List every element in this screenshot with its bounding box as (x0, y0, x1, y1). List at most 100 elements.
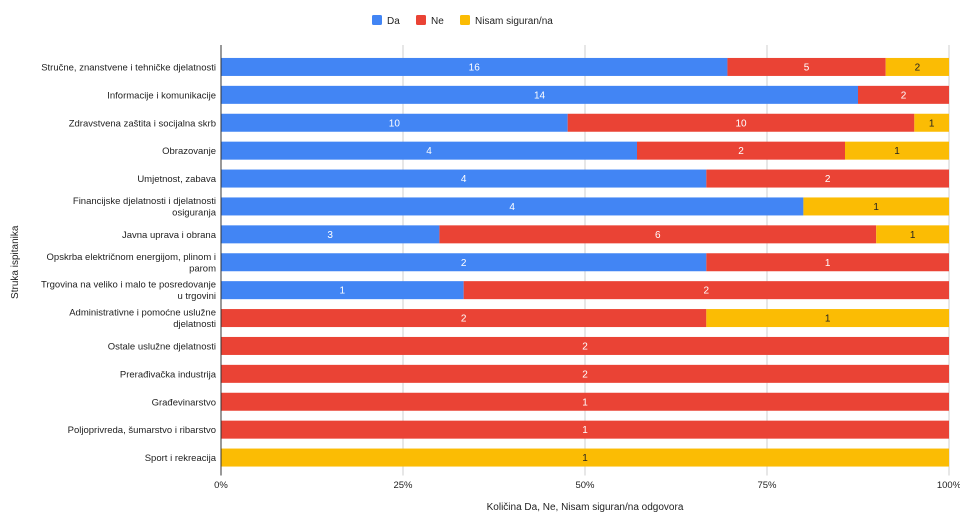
data-label: 10 (735, 118, 747, 129)
bar-row: 16 5 2 (221, 57, 949, 76)
category-label: Umjetnost, zabava (137, 174, 216, 185)
category-label-line: u trgovini (177, 291, 216, 302)
bar-segment-ne (221, 336, 949, 355)
legend-item-1: Da (372, 15, 400, 27)
bar-row: 2 (221, 336, 949, 355)
bar-segment-da (221, 57, 728, 76)
bar-segment-ne (637, 141, 845, 160)
data-label: 1 (340, 286, 346, 297)
category-label: Financijske djelatnosti i djelatnosti osi… (73, 196, 217, 219)
bar-segment-nisam-siguran-na (876, 225, 949, 244)
bar-segment-nisam-siguran-na (221, 448, 949, 467)
data-label: 2 (738, 146, 744, 157)
bar-segment-ne (221, 364, 949, 383)
data-label: 1 (582, 453, 588, 464)
data-label: 1 (873, 202, 879, 213)
bar-segment-nisam-siguran-na (803, 197, 949, 216)
y-axis-title: Struka ispitanika (10, 225, 21, 299)
bar-segment-da (221, 85, 858, 104)
bar-segment-nisam-siguran-na (885, 57, 949, 76)
category-label: Trgovina na veliko i malo te posredovanj… (41, 280, 216, 303)
bar-row: 4 2 1 (221, 141, 949, 160)
bar-segment-nisam-siguran-na (845, 141, 949, 160)
data-label: 2 (915, 62, 921, 73)
legend-swatch (372, 15, 382, 25)
x-tick-label: 100% (937, 480, 960, 491)
category-label: Javna uprava i obrana (122, 230, 217, 241)
bar-segment-da (221, 281, 464, 300)
data-label: 5 (804, 62, 810, 73)
bar-row: 1 (221, 448, 949, 467)
data-label: 2 (582, 369, 588, 380)
bar-row: 10 10 1 (221, 113, 949, 132)
bar-segment-da (221, 197, 804, 216)
legend-label: Nisam siguran/na (475, 16, 553, 27)
bar-segment-nisam-siguran-na (914, 113, 949, 132)
category-label: Administrativne i pomoćne uslužne djelatn… (69, 308, 216, 331)
category-label-line: osiguranja (172, 207, 217, 218)
legend: Da Ne Nisam siguran/na (372, 15, 553, 27)
category-label-line: Trgovina na veliko i malo te posredovanj… (41, 280, 216, 291)
category-label: Sport i rekreacija (145, 453, 217, 464)
data-label: 16 (469, 62, 481, 73)
data-label: 4 (426, 146, 432, 157)
legend-label: Ne (431, 16, 444, 27)
category-label: Ostale uslužne djelatnosti (108, 341, 216, 352)
category-label-line: Financijske djelatnosti i djelatnosti (73, 196, 216, 207)
bar-segment-ne (706, 169, 949, 188)
data-label: 10 (389, 118, 401, 129)
bar-segment-ne (439, 225, 877, 244)
category-label: Prerađivačka industrija (120, 369, 217, 380)
legend-swatch (460, 15, 470, 25)
data-label: 1 (582, 425, 588, 436)
legend-item-3: Nisam siguran/na (460, 15, 553, 27)
bar-segment-ne (463, 281, 949, 300)
legend-label: Da (387, 16, 400, 27)
x-tick-label: 25% (393, 480, 413, 491)
data-label: 1 (825, 258, 831, 269)
data-label: 6 (655, 230, 661, 241)
category-label-line: parom (189, 263, 216, 274)
category-label-line: djelatnosti (173, 319, 216, 330)
data-label: 1 (929, 118, 935, 129)
category-label: Građevinarstvo (152, 397, 216, 408)
data-label: 4 (461, 174, 467, 185)
bar-segment-da (221, 253, 707, 272)
category-label-line: Administrativne i pomoćne uslužne (69, 308, 216, 319)
bar-segment-da (221, 113, 568, 132)
x-axis-title: Količina Da, Ne, Nisam siguran/na odgovo… (487, 502, 684, 513)
x-tick-label: 75% (757, 480, 777, 491)
bar-segment-ne (567, 113, 915, 132)
bar-segment-ne (221, 420, 949, 439)
bar-segment-da (221, 141, 637, 160)
bar-segment-ne (221, 392, 949, 411)
bar-segment-nisam-siguran-na (706, 309, 949, 328)
bar-row: 2 (221, 364, 949, 383)
bar-segment-ne (858, 85, 949, 104)
legend-swatch (416, 15, 426, 25)
data-label: 1 (910, 230, 916, 241)
bar-segment-ne (727, 57, 886, 76)
bar-segment-ne (221, 309, 707, 328)
data-label: 2 (461, 314, 467, 325)
y-axis-labels: Stručne, znanstvene i tehničke djelatnos… (41, 62, 217, 464)
legend-item-2: Ne (416, 15, 444, 27)
data-label: 4 (509, 202, 515, 213)
category-label-line: Opskrba električnom energijom, plinom i (47, 252, 216, 263)
data-label: 2 (825, 174, 831, 185)
data-label: 2 (461, 258, 467, 269)
bar-row: 1 (221, 420, 949, 439)
bar-row: 14 2 (221, 85, 949, 104)
data-label: 1 (582, 397, 588, 408)
bar-row: 1 (221, 392, 949, 411)
bar-segment-da (221, 225, 440, 244)
category-label: Informacije i komunikacije (107, 90, 216, 101)
category-label: Obrazovanje (162, 146, 216, 157)
